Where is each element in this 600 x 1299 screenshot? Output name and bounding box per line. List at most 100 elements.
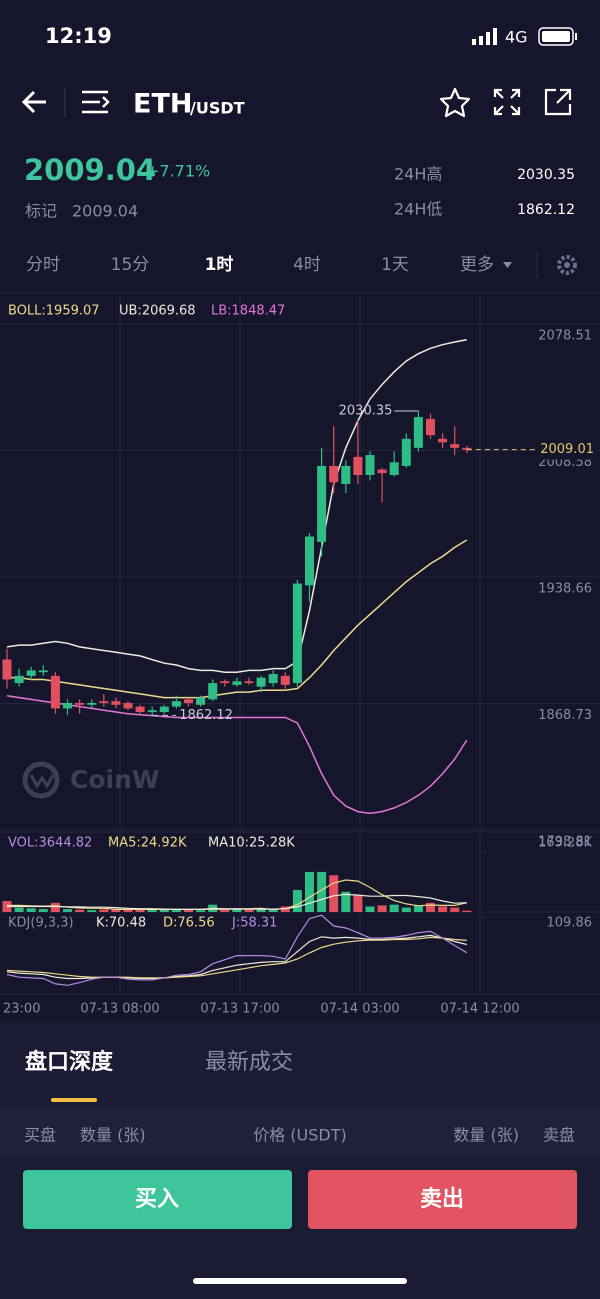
back-button[interactable] [21, 90, 46, 114]
volume-bar [426, 902, 435, 912]
fullscreen-button[interactable] [493, 88, 521, 116]
volume-bar [111, 909, 121, 912]
candle-body [329, 465, 339, 483]
kdj-plot [6, 914, 468, 986]
dropdown-icon [503, 262, 512, 268]
y-tick-label: 1938.66 [538, 581, 592, 596]
volume-bar [317, 871, 327, 912]
volume-bar [159, 909, 169, 912]
trades-tab[interactable]: 最新成交 [205, 1050, 293, 1075]
volume-bar [401, 907, 411, 912]
y-tick-label: 163.28K [538, 836, 592, 851]
signal-icon [472, 28, 497, 45]
volume-bar [171, 909, 181, 912]
volume-bar [50, 902, 60, 912]
price-change: +7.71% [146, 162, 210, 181]
buy-button[interactable] [23, 1170, 292, 1229]
boll-line [6, 694, 468, 815]
volume-bar [377, 905, 387, 912]
candle-body [2, 659, 12, 680]
candle-body [26, 670, 36, 676]
tab-indicator [51, 1098, 97, 1102]
timeframe-tab[interactable]: 1时 [205, 255, 234, 275]
mark-price: 2009.04 [72, 202, 138, 221]
settings-button[interactable] [557, 255, 577, 275]
volume-bar [389, 904, 399, 912]
candle-body [413, 417, 423, 448]
volume-bar [341, 891, 351, 912]
battery-icon [538, 27, 577, 46]
candle-body [244, 681, 254, 684]
candle-body [389, 462, 399, 475]
candle-body [341, 465, 351, 485]
high-value: 2030.35 [517, 167, 575, 183]
candle-body [438, 438, 448, 443]
y-tick-label: 1868.73 [538, 708, 592, 723]
candle-body [75, 702, 85, 705]
candle-body [159, 706, 169, 713]
volume-bar [462, 910, 472, 912]
volume-bar [256, 908, 266, 912]
volume-bar [14, 907, 24, 912]
high-label: 24H高 [394, 165, 442, 184]
timeframe-tab[interactable]: 更多 [460, 255, 494, 275]
ma-line [7, 893, 467, 910]
candle-body [147, 710, 157, 713]
legend-entry: J:58.31 [231, 916, 277, 931]
candle-body [292, 583, 302, 684]
column-label: 数量 (张) [453, 1126, 519, 1145]
kdj-line [6, 934, 467, 980]
sell-button[interactable] [308, 1170, 577, 1229]
menu-button[interactable] [82, 90, 110, 114]
volume-bar [196, 910, 206, 912]
volume-bar [26, 908, 36, 912]
candle-body [317, 465, 327, 542]
y-tick-label: 1798.81 [538, 834, 592, 849]
timeframe-tab[interactable]: 15分 [111, 255, 150, 275]
low-label: 24H低 [394, 200, 442, 219]
buy-label: 买入 [135, 1187, 179, 1212]
legend-entry: MA10:25.28K [208, 836, 295, 851]
candle-body [184, 699, 193, 703]
candle-body [280, 675, 290, 685]
volume-bar [305, 871, 314, 912]
home-indicator [193, 1278, 407, 1284]
sell-label: 卖出 [420, 1186, 464, 1212]
legend-entry: UB:2069.68 [119, 304, 196, 319]
share-button[interactable] [544, 88, 572, 116]
timeframe-tab[interactable]: 1天 [381, 255, 409, 275]
depth-panel [0, 1023, 600, 1299]
volume-bar [147, 909, 157, 912]
kdj-line [6, 936, 467, 979]
legend-entry: LB:1848.47 [211, 304, 285, 319]
timeframe-tab[interactable]: 分时 [26, 255, 60, 275]
volume-bar [292, 889, 302, 912]
x-tick-label: 07-14 12:00 [440, 1002, 519, 1017]
candle-body [208, 683, 218, 700]
volume-bar [184, 909, 193, 912]
volume-bar [63, 909, 72, 912]
candle-body [377, 469, 387, 474]
vertical-grid [0, 296, 600, 1023]
candle-body [171, 701, 181, 707]
timeframe-tab[interactable]: 4时 [293, 255, 321, 275]
boll-line [7, 539, 468, 699]
volume-bar [220, 909, 230, 912]
last-price: 2009.04 [24, 153, 156, 187]
column-label: 卖盘 [543, 1126, 575, 1145]
last-price-label: 2009.01 [540, 442, 594, 457]
status-time: 12:19 [45, 24, 112, 48]
candle-body [14, 675, 24, 684]
depth-tab[interactable]: 盘口深度 [25, 1049, 114, 1075]
candle-body [353, 456, 363, 475]
low-value: 1862.12 [517, 202, 575, 218]
column-label: 数量 (张) [80, 1126, 146, 1145]
favorite-button[interactable] [439, 87, 471, 118]
volume-bar [353, 895, 363, 912]
candle-body [63, 702, 72, 709]
volume-bar [87, 910, 97, 912]
volume-bar [268, 909, 278, 912]
watermark [22, 761, 60, 799]
